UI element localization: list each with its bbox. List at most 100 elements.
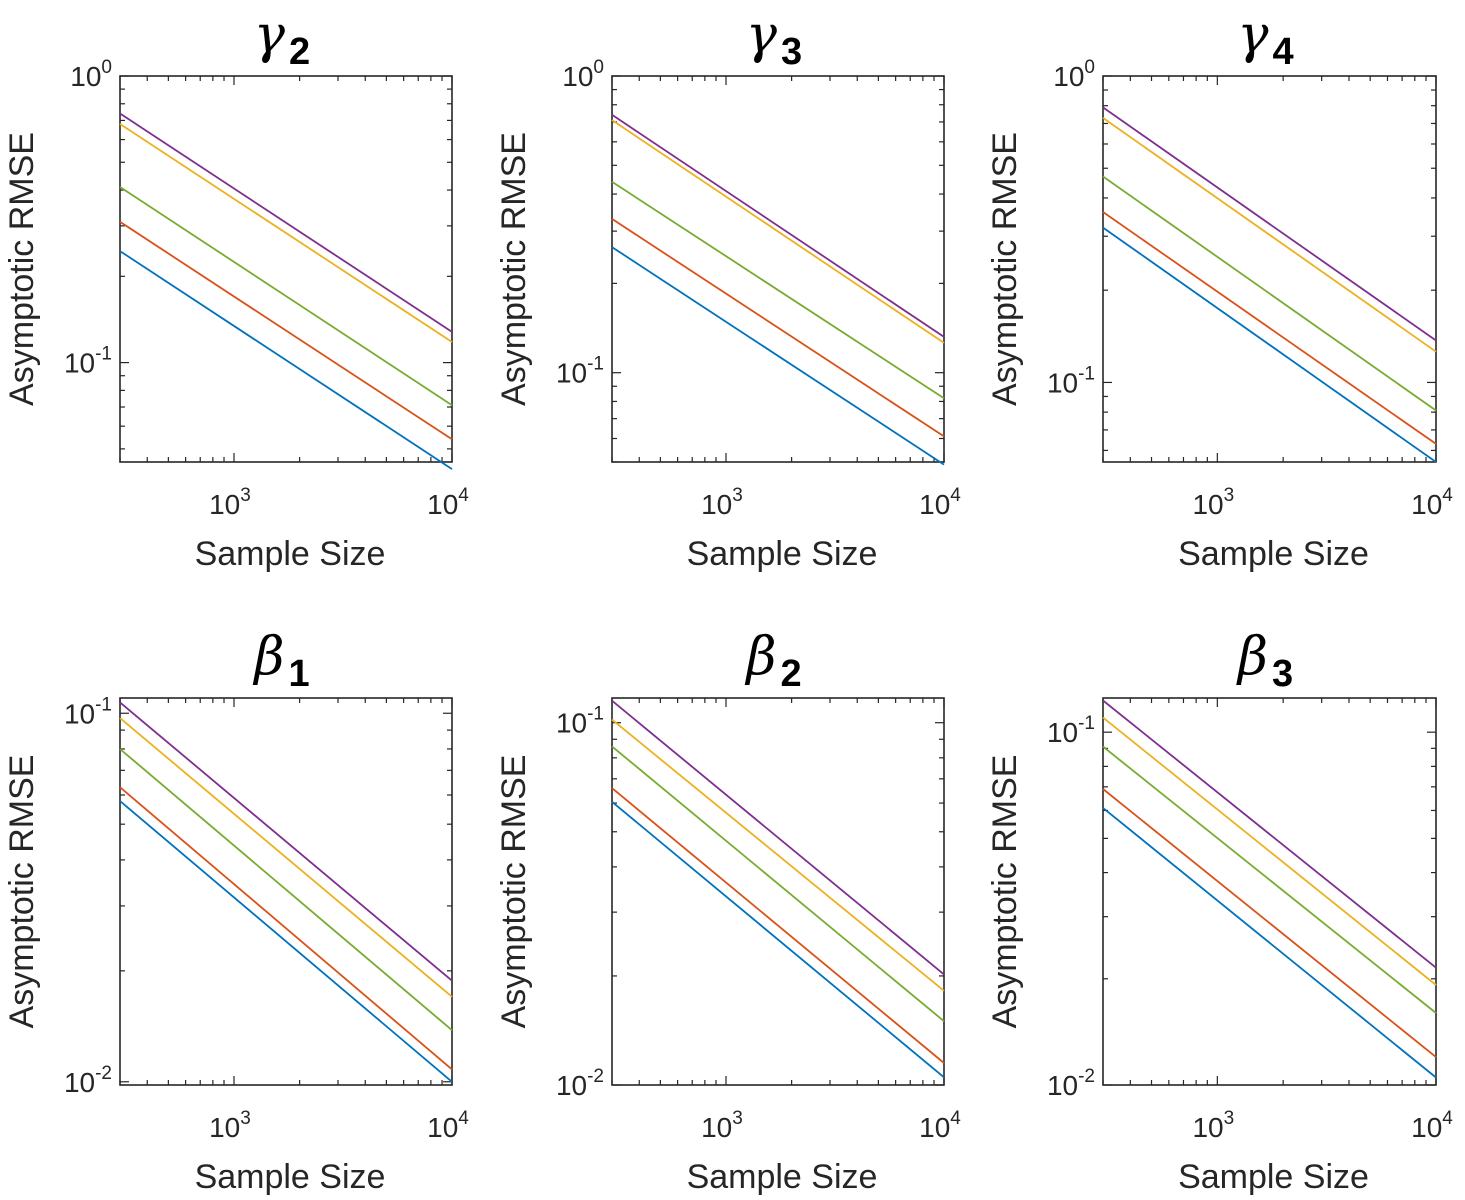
- x-tick-base: 10: [919, 1112, 950, 1143]
- x-tick-exponent: 3: [240, 485, 251, 506]
- y-axis-label: Asymptotic RMSE: [495, 755, 533, 1029]
- tick-marks: [119, 75, 453, 462]
- y-tick-base: 10: [556, 358, 587, 389]
- x-axis-label: Sample Size: [195, 535, 386, 573]
- series-line-2: [1102, 211, 1437, 445]
- series-line-5: [1102, 175, 1437, 412]
- tick-marks: [1102, 75, 1437, 462]
- y-tick-exponent: -1: [587, 704, 604, 725]
- x-tick-base: 10: [1192, 1112, 1223, 1143]
- title-subscript: 2: [289, 31, 310, 73]
- plot-frame: [119, 697, 453, 1086]
- y-tick-base: 10: [64, 698, 95, 729]
- series-line-4: [119, 112, 453, 333]
- y-tick-base: 10: [1047, 367, 1078, 398]
- series-line-3: [611, 119, 945, 344]
- y-tick-exponent: -1: [1078, 713, 1095, 734]
- y-tick-base: 10: [556, 708, 587, 739]
- title-subscript: 2: [780, 653, 801, 695]
- x-tick-label: 103: [1192, 1108, 1234, 1143]
- y-tick-label: 10-1: [556, 354, 604, 389]
- series-line-5: [1102, 745, 1437, 1014]
- series-line-4: [611, 700, 945, 976]
- x-axis-label: Sample Size: [687, 535, 878, 573]
- y-tick-label: 100: [562, 57, 604, 92]
- x-axis-label: Sample Size: [1178, 1158, 1369, 1196]
- y-tick-label: 10-1: [64, 344, 112, 379]
- x-tick-label: 103: [209, 1108, 251, 1143]
- y-tick-exponent: -1: [587, 354, 604, 375]
- x-axis-label: Sample Size: [195, 1158, 386, 1196]
- y-tick-exponent: -1: [95, 694, 112, 715]
- y-tick-base: 10: [64, 348, 95, 379]
- x-tick-label: 103: [701, 1108, 743, 1143]
- y-tick-base: 10: [64, 1067, 95, 1098]
- series-line-1: [119, 250, 453, 470]
- x-tick-label: 104: [919, 485, 961, 520]
- y-axis-label: Asymptotic RMSE: [986, 132, 1024, 406]
- series-line-1: [611, 801, 945, 1078]
- series-line-4: [1102, 699, 1437, 969]
- x-tick-exponent: 4: [1442, 1108, 1453, 1129]
- series-line-2: [119, 786, 453, 1071]
- x-tick-base: 10: [701, 489, 732, 520]
- series-line-1: [611, 246, 945, 466]
- plot-frame: [611, 75, 945, 463]
- x-tick-exponent: 4: [950, 1108, 961, 1129]
- tick-marks: [611, 75, 945, 463]
- y-tick-label: 100: [1053, 57, 1095, 92]
- plot-frame: [611, 697, 945, 1086]
- x-tick-label: 103: [1192, 485, 1234, 520]
- y-tick-label: 10-1: [556, 704, 604, 739]
- x-tick-label: 103: [701, 485, 743, 520]
- title-subscript: 3: [781, 31, 802, 73]
- series-line-2: [611, 218, 945, 438]
- series-line-3: [119, 123, 453, 343]
- x-tick-base: 10: [1411, 489, 1442, 520]
- series-line-3: [1102, 716, 1437, 986]
- title-symbol: γ: [254, 5, 286, 65]
- series-line-5: [611, 181, 945, 400]
- plot-frame: [1102, 75, 1437, 463]
- y-tick-exponent: 0: [1084, 57, 1095, 78]
- y-tick-exponent: -2: [1078, 1066, 1095, 1087]
- x-tick-exponent: 3: [1224, 1108, 1235, 1129]
- x-tick-exponent: 4: [458, 485, 469, 506]
- y-tick-base: 10: [1053, 61, 1084, 92]
- y-tick-exponent: -2: [587, 1066, 604, 1087]
- y-tick-exponent: -1: [1078, 363, 1095, 384]
- series-line-1: [119, 800, 453, 1083]
- series-line-4: [1102, 106, 1437, 342]
- y-tick-base: 10: [562, 61, 593, 92]
- y-tick-base: 10: [1047, 1070, 1078, 1101]
- x-tick-exponent: 3: [1224, 485, 1235, 506]
- y-tick-label: 100: [70, 57, 112, 92]
- y-axis-label: Asymptotic RMSE: [3, 755, 41, 1029]
- series-line-5: [119, 186, 453, 406]
- series-line-5: [611, 745, 945, 1022]
- series-line-3: [611, 718, 945, 992]
- series-line-1: [1102, 807, 1437, 1079]
- y-axis-label: Asymptotic RMSE: [986, 755, 1024, 1029]
- y-tick-exponent: -2: [95, 1063, 112, 1084]
- y-tick-exponent: 0: [101, 57, 112, 78]
- series-line-4: [119, 701, 453, 982]
- x-tick-base: 10: [1411, 1112, 1442, 1143]
- y-axis-label: Asymptotic RMSE: [3, 132, 41, 406]
- y-tick-label: 10-1: [1047, 363, 1095, 398]
- series-line-5: [119, 748, 453, 1031]
- y-tick-base: 10: [70, 61, 101, 92]
- tick-marks: [611, 698, 945, 1086]
- series-line-3: [119, 717, 453, 998]
- y-tick-base: 10: [1047, 717, 1078, 748]
- x-tick-label: 104: [1411, 485, 1453, 520]
- x-tick-exponent: 4: [1442, 485, 1453, 506]
- x-tick-base: 10: [209, 489, 240, 520]
